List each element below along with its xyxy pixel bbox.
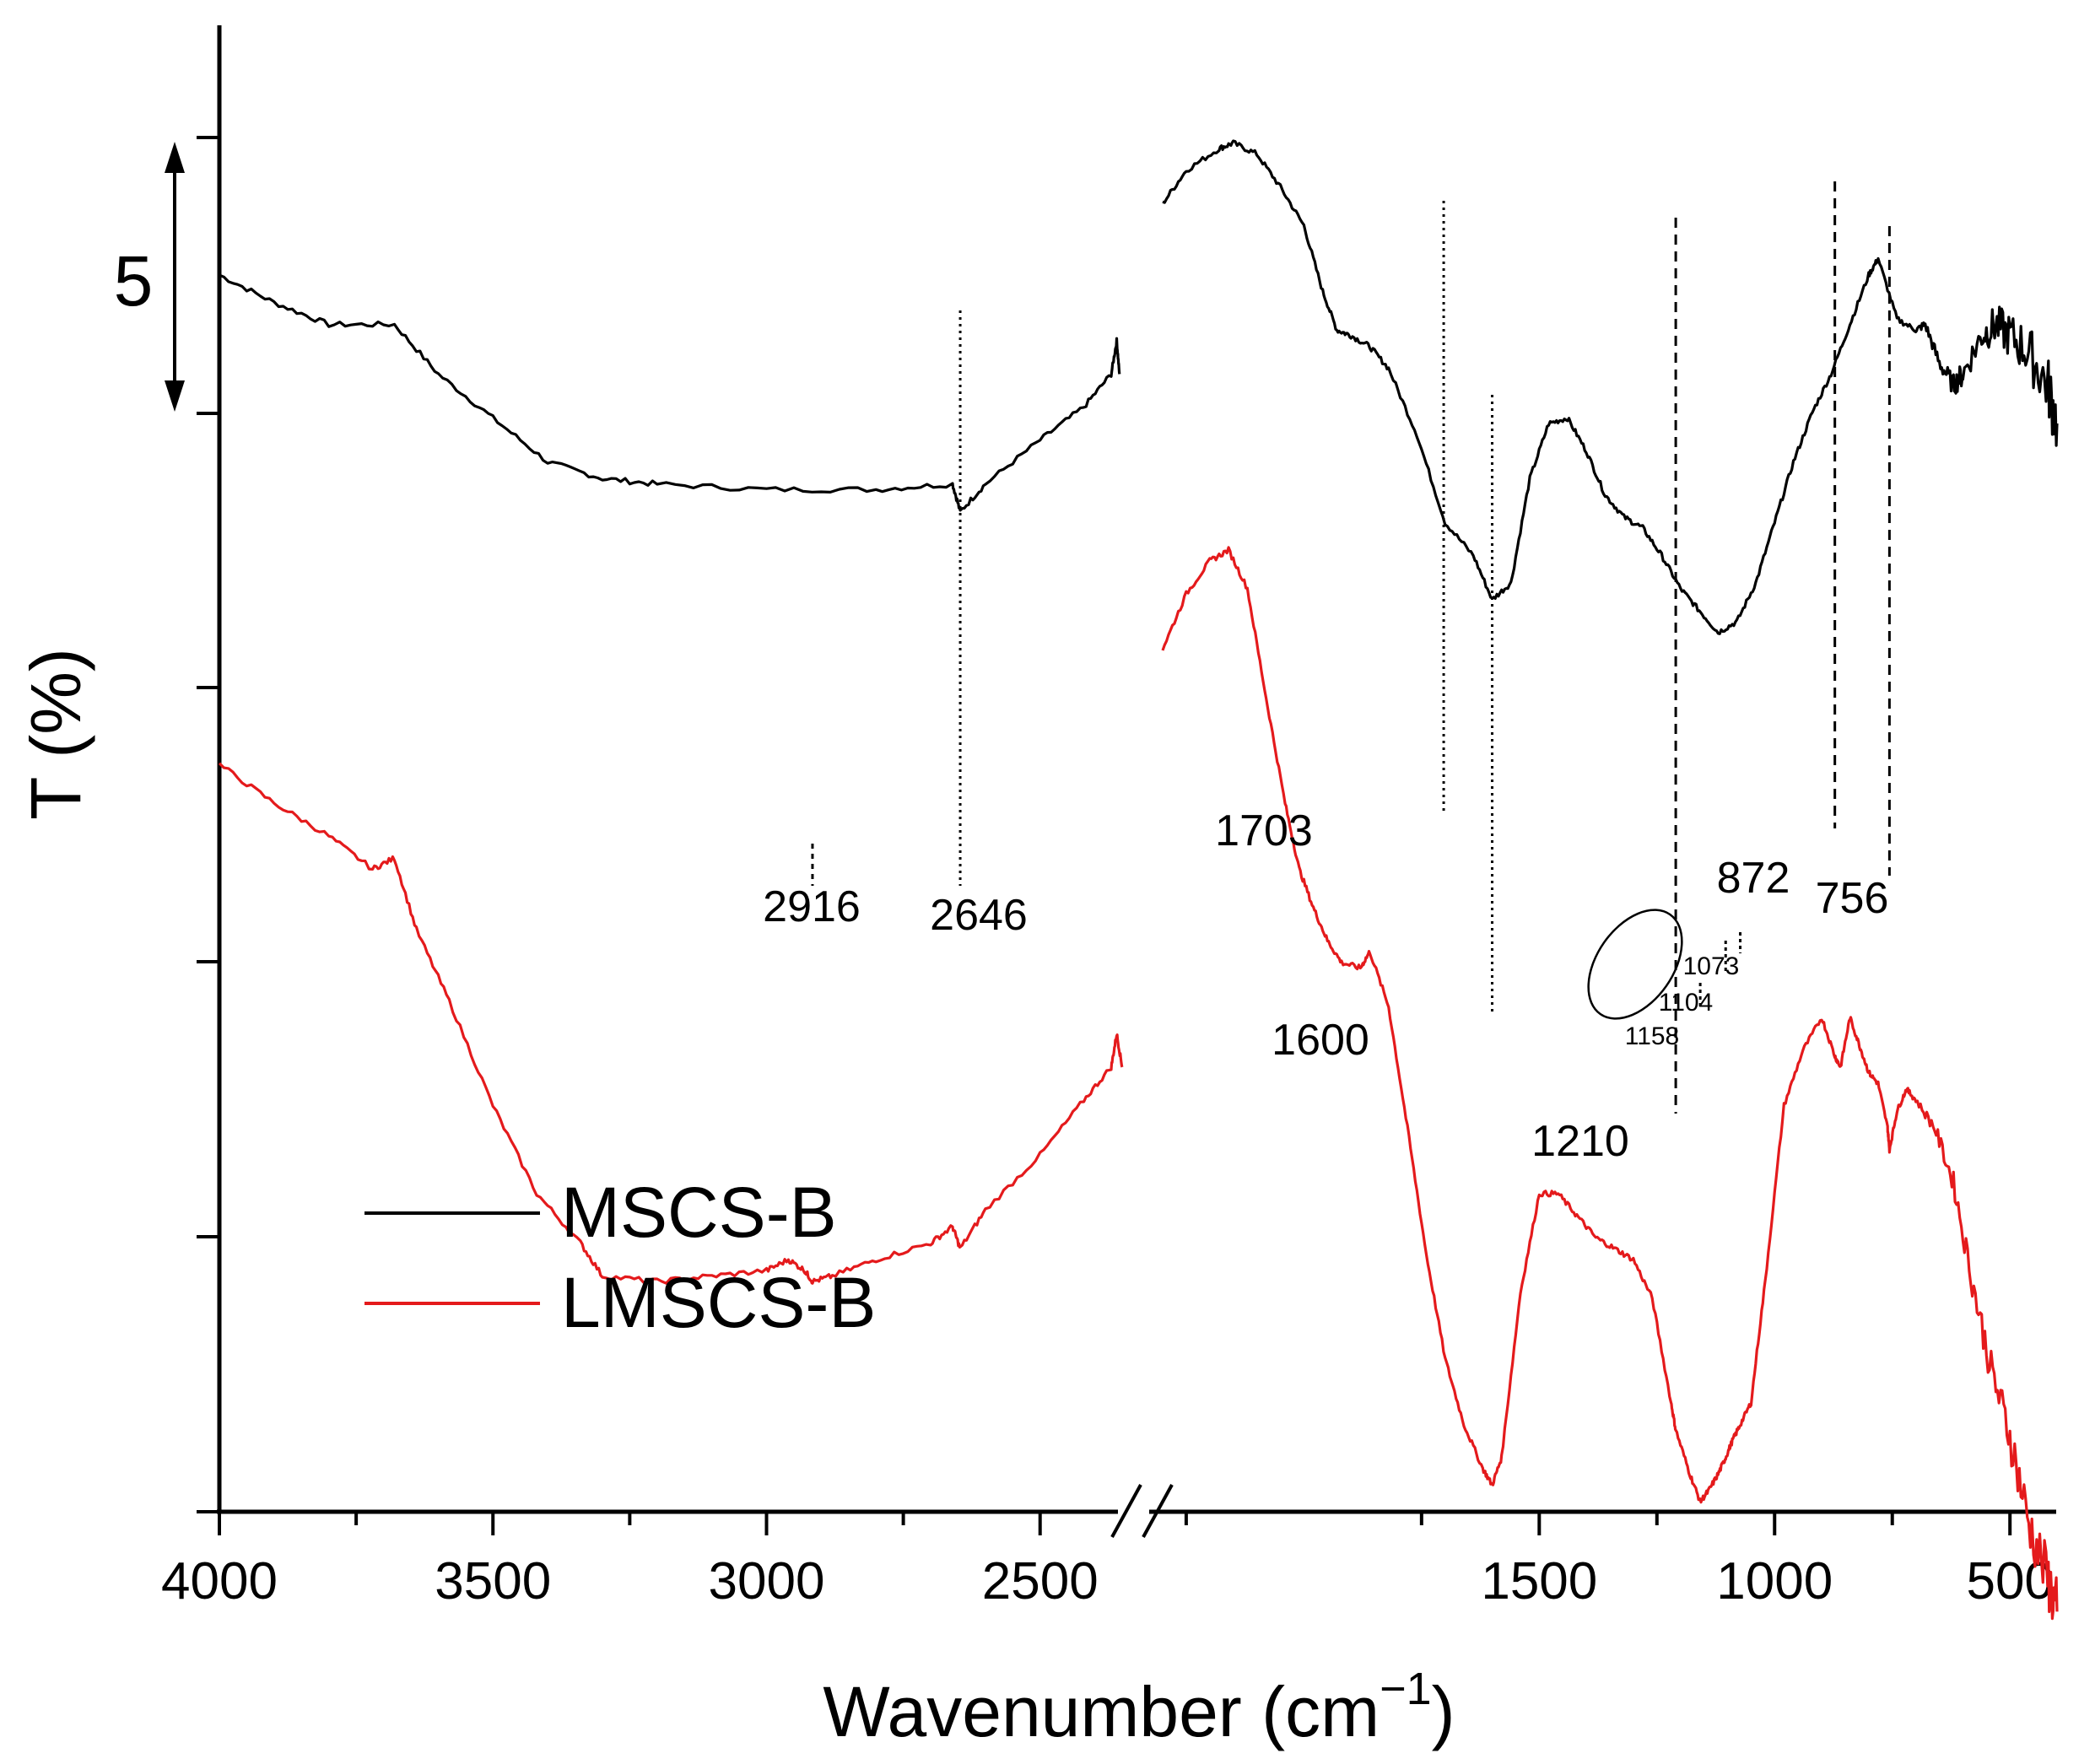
highlight-ellipse — [1587, 909, 1683, 1020]
series-layer — [218, 139, 2059, 1621]
x-tick-label: 3000 — [709, 1552, 825, 1610]
x-tick-label: 1500 — [1481, 1552, 1597, 1610]
x-ticks — [218, 1512, 2012, 1535]
y-axis-title: T (%) — [16, 648, 95, 820]
peak-label: 756 — [1816, 874, 1889, 923]
x-tick-label: 4000 — [161, 1552, 278, 1610]
series-mscs-b-segment-0 — [219, 273, 1121, 512]
peak-label: 2916 — [763, 882, 861, 931]
x-axis-title-main: Wavenumber (cm — [823, 1672, 1380, 1751]
legend-label-lmscs-b: LMSCS-B — [561, 1263, 876, 1342]
x-tick-label: 1000 — [1716, 1552, 1833, 1610]
x-axis-title-superscript: −1 — [1380, 1664, 1432, 1714]
axis-break-mark-left — [1110, 1484, 1142, 1538]
x-tick-label: 2500 — [982, 1552, 1099, 1610]
axes — [197, 25, 2056, 1538]
peak-label: 1158 — [1625, 1022, 1680, 1050]
peak-label: 1104 — [1659, 989, 1714, 1017]
series-lmscs-b-segment-1 — [1161, 546, 2059, 1621]
peak-label: 1210 — [1531, 1117, 1629, 1166]
peak-labels: 2916 2646 1703 1600 1210 1158 1104 1073 … — [763, 806, 1888, 1166]
scale-bar-label: 5 — [114, 241, 154, 321]
peak-label: 872 — [1717, 854, 1790, 903]
legend-label-mscs-b: MSCS-B — [561, 1173, 837, 1252]
peak-label: 2646 — [930, 891, 1028, 940]
axis-break-mark-right — [1142, 1484, 1174, 1538]
x-axis-title: Wavenumber (cm−1) — [823, 1664, 1455, 1751]
peak-markers — [811, 181, 1891, 1114]
scale-bar-arrow-down — [165, 380, 185, 412]
series-lmscs-b-segment-0 — [218, 762, 1124, 1285]
scale-bar: 5 — [114, 142, 185, 412]
x-axis-title-close: ) — [1432, 1672, 1455, 1751]
x-tick-label: 3500 — [435, 1552, 551, 1610]
legend: MSCS-B LMSCS-B — [364, 1173, 876, 1342]
x-tick-labels: 4000 3500 3000 2500 1500 1000 500 — [161, 1552, 2054, 1610]
series-mscs-b-segment-1 — [1162, 139, 2059, 635]
scale-bar-arrow-up — [165, 142, 185, 173]
peak-label: 1600 — [1272, 1016, 1369, 1065]
peak-label: 1073 — [1683, 952, 1740, 980]
peak-label: 1703 — [1215, 806, 1313, 855]
